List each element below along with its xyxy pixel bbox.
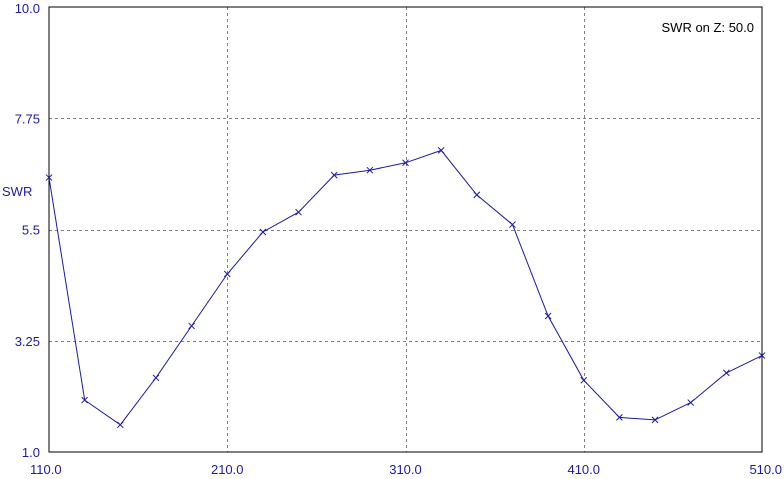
data-point-marker (295, 208, 302, 216)
data-point-marker (152, 374, 160, 382)
data-point-marker (259, 228, 267, 236)
data-point-marker (366, 166, 374, 174)
y-tick-label: 3.25 (15, 334, 40, 349)
plot-frame (48, 6, 763, 453)
data-point-marker (509, 221, 516, 228)
data-point-marker (330, 171, 338, 179)
data-point-marker (437, 147, 445, 154)
y-tick-label: 10.0 (15, 1, 40, 16)
data-point-marker (722, 369, 730, 377)
x-tick-label: 510.0 (749, 462, 782, 477)
x-tick-label: 110.0 (30, 462, 62, 477)
grid-layer (49, 7, 762, 452)
data-point-marker (473, 191, 481, 199)
data-point-marker (544, 312, 552, 320)
y-axis-label: SWR (2, 184, 32, 199)
data-point-marker (45, 174, 53, 181)
data-point-marker (81, 396, 89, 404)
data-point-marker (188, 322, 195, 330)
x-tick-label: 310.0 (389, 462, 422, 477)
data-point-marker (402, 159, 409, 167)
data-point-marker (651, 416, 659, 424)
data-point-marker (687, 399, 695, 406)
data-point-marker (223, 270, 231, 278)
x-tick-label: 410.0 (567, 462, 600, 477)
y-tick-label: 7.75 (15, 111, 40, 126)
tick-labels: 110.0 210.0 310.0 410.0 510.0 10.0 7.75 5.5 3.25… (15, 1, 782, 477)
legend-text: SWR on Z: 50.0 (662, 20, 754, 35)
data-point-marker (758, 352, 766, 359)
data-point-marker (580, 376, 588, 384)
data-point-marker (116, 421, 124, 429)
x-tick-label: 210.0 (211, 462, 244, 477)
y-tick-label: 5.5 (22, 223, 40, 238)
data-point-marker (616, 414, 623, 421)
y-tick-label: 1.0 (22, 445, 40, 460)
series-layer (45, 147, 766, 429)
swr-series-line (48, 149, 763, 426)
